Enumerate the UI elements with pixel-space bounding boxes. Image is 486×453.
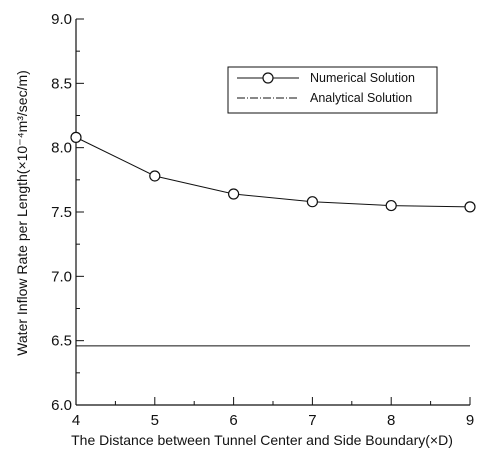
x-tick-label: 9 — [466, 412, 474, 429]
y-tick-label: 9.0 — [51, 11, 72, 28]
y-axis: 6.0 6.5 7.0 7.5 8.0 8.5 9.0 — [51, 11, 84, 414]
y-axis-label: Water Inflow Rate per Length(×10⁻⁴m³/sec… — [14, 70, 30, 356]
legend: Numerical Solution Analytical Solution — [227, 66, 438, 114]
x-tick-label: 5 — [151, 412, 159, 429]
y-tick-label: 6.0 — [51, 397, 72, 414]
numerical-solution-line — [75, 136, 471, 208]
x-tick-label: 7 — [308, 412, 316, 429]
series-layer — [70, 131, 476, 347]
y-tick-label: 8.5 — [51, 75, 72, 92]
x-tick-label: 8 — [387, 412, 395, 429]
x-axis-label: The Distance between Tunnel Center and S… — [71, 432, 453, 448]
numerical-solution-point — [385, 199, 397, 212]
x-tick-label: 6 — [229, 412, 237, 429]
legend-analytical-label: Analytical Solution — [310, 91, 412, 105]
numerical-solution-point — [306, 196, 318, 208]
numerical-solution-point — [70, 131, 82, 143]
legend-numerical-label: Numerical Solution — [310, 71, 415, 85]
legend-box — [227, 66, 438, 114]
legend-numerical-marker — [262, 72, 274, 84]
y-tick-label: 7.0 — [51, 268, 72, 285]
numerical-solution-point — [149, 170, 161, 182]
y-tick-label: 8.0 — [51, 140, 72, 157]
y-tick-label: 6.5 — [51, 333, 72, 350]
y-tick-label: 7.5 — [51, 204, 72, 221]
numerical-solution-point — [228, 188, 240, 200]
x-tick-label: 4 — [72, 412, 80, 429]
x-axis: 4 5 6 7 8 9 — [72, 397, 474, 429]
numerical-solution-point — [464, 201, 476, 213]
